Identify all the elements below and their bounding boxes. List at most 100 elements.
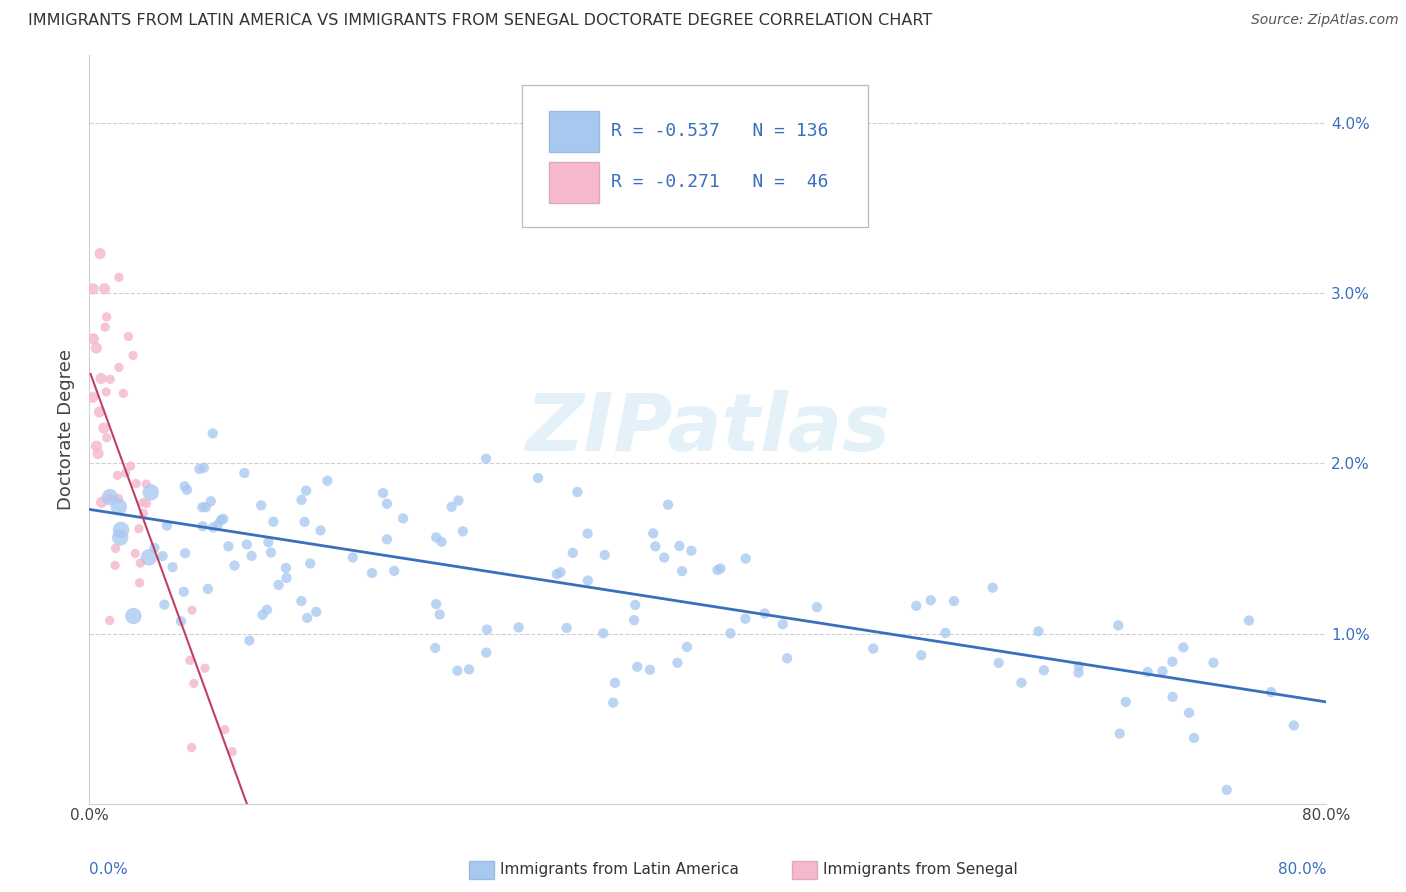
Point [152, 549, 174, 563]
Point [93, 421, 115, 435]
Point [666, 656, 689, 670]
Point [87, 447, 110, 461]
Point [193, 460, 215, 475]
Point [191, 500, 214, 515]
Point [603, 676, 626, 690]
Point [1161, 655, 1184, 669]
Point [1202, 656, 1225, 670]
FancyBboxPatch shape [550, 112, 599, 153]
Point [236, 537, 259, 551]
Point [260, 545, 283, 559]
Point [1282, 718, 1305, 732]
Point [218, 539, 240, 553]
Point [110, 523, 132, 537]
Point [194, 500, 217, 515]
Point [200, 494, 222, 508]
Point [425, 531, 447, 545]
Point [987, 656, 1010, 670]
Point [176, 483, 198, 497]
Point [197, 582, 219, 596]
Point [183, 676, 205, 690]
Point [104, 558, 127, 573]
Point [576, 526, 599, 541]
Point [676, 640, 699, 654]
Point [1260, 685, 1282, 699]
Point [257, 535, 280, 549]
Point [194, 661, 217, 675]
Point [425, 640, 447, 655]
Point [138, 550, 160, 565]
Point [132, 495, 155, 509]
Point [96, 384, 118, 399]
Y-axis label: Doctorate Degree: Doctorate Degree [58, 349, 75, 510]
Point [706, 563, 728, 577]
Point [221, 745, 243, 759]
Point [104, 541, 127, 556]
Point [555, 621, 578, 635]
Point [671, 564, 693, 578]
Text: 80.0%: 80.0% [1278, 863, 1326, 877]
Point [623, 613, 645, 627]
Point [179, 653, 201, 667]
FancyBboxPatch shape [550, 162, 599, 203]
Point [86, 439, 108, 453]
Point [1032, 663, 1054, 677]
Point [98, 372, 121, 386]
Point [475, 646, 498, 660]
Point [626, 660, 648, 674]
Point [98, 614, 121, 628]
Point [139, 485, 162, 500]
Point [1067, 665, 1090, 680]
Point [201, 426, 224, 441]
Point [1182, 731, 1205, 745]
Point [806, 600, 828, 615]
Point [593, 548, 616, 562]
Point [132, 506, 155, 520]
Point [546, 567, 568, 582]
Text: Immigrants from Senegal: Immigrants from Senegal [823, 863, 1018, 877]
Point [425, 597, 447, 611]
Point [527, 471, 550, 485]
Point [592, 626, 614, 640]
Point [108, 500, 131, 514]
Point [342, 550, 364, 565]
Point [86, 341, 108, 355]
Point [96, 310, 118, 324]
Point [122, 348, 145, 362]
Text: Source: ZipAtlas.com: Source: ZipAtlas.com [1251, 13, 1399, 28]
Point [240, 549, 263, 563]
Point [638, 663, 661, 677]
Point [170, 614, 193, 628]
Point [82, 332, 104, 346]
Point [295, 611, 318, 625]
Point [214, 723, 236, 737]
Point [108, 270, 131, 285]
Point [1161, 690, 1184, 704]
Point [681, 543, 703, 558]
Text: R = -0.271   N =  46: R = -0.271 N = 46 [612, 173, 828, 192]
Point [1108, 726, 1130, 740]
Point [709, 561, 731, 575]
Point [475, 451, 498, 466]
Point [1152, 664, 1174, 678]
Point [375, 497, 398, 511]
Point [238, 633, 260, 648]
Point [82, 282, 104, 296]
Point [1178, 706, 1201, 720]
Text: 0.0%: 0.0% [89, 863, 128, 877]
Point [550, 566, 572, 580]
Point [162, 560, 184, 574]
Point [934, 626, 956, 640]
Point [267, 578, 290, 592]
Point [135, 477, 157, 491]
Point [94, 320, 117, 334]
Point [754, 607, 776, 621]
Point [446, 664, 468, 678]
Point [1216, 782, 1239, 797]
Point [207, 517, 229, 532]
Point [943, 594, 966, 608]
Point [174, 546, 197, 560]
Point [191, 519, 214, 533]
Point [309, 524, 332, 538]
Point [252, 607, 274, 622]
